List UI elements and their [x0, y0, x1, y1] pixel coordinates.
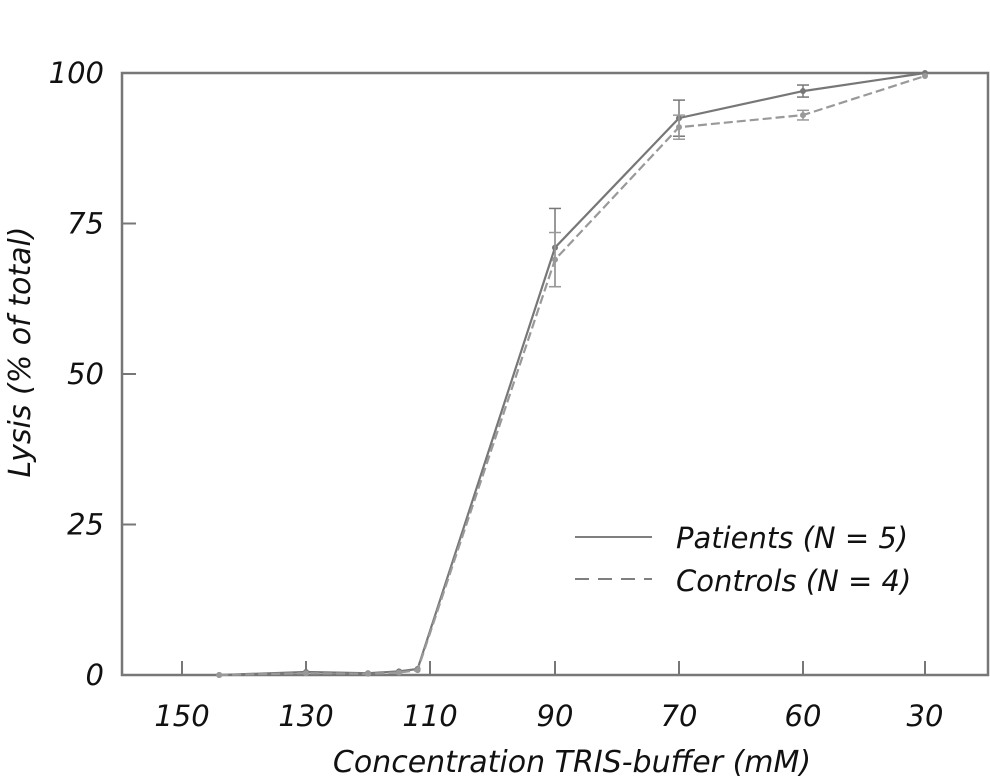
y-tick-label: 25 — [67, 508, 104, 542]
y-axis-ticks: 0 25 50 75 100 — [49, 56, 136, 692]
y-tick-label: 50 — [67, 357, 104, 391]
x-axis-ticks: 150 130 110 90 70 60 30 — [154, 661, 943, 733]
x-tick-label: 30 — [907, 699, 944, 733]
series-1 — [216, 73, 928, 678]
data-point — [922, 73, 928, 80]
data-point — [216, 672, 223, 678]
data-point — [365, 670, 371, 677]
x-tick-label: 70 — [661, 699, 698, 733]
x-tick-label: 90 — [537, 699, 574, 733]
data-point — [414, 667, 421, 674]
x-tick-label: 110 — [402, 699, 457, 733]
y-tick-label: 75 — [67, 207, 104, 241]
y-axis-title: Lysis (% of total) — [3, 226, 38, 477]
x-tick-label: 150 — [154, 699, 209, 733]
legend-label-controls: Controls (N = 4) — [676, 564, 911, 598]
y-tick-label: 0 — [86, 658, 104, 692]
data-point — [396, 669, 402, 676]
legend-label-patients: Patients (N = 5) — [676, 521, 908, 555]
x-axis-title: Concentration TRIS-buffer (mM) — [333, 745, 811, 780]
data-point — [303, 670, 309, 677]
y-tick-label: 100 — [49, 56, 104, 90]
legend: Patients (N = 5) Controls (N = 4) — [575, 521, 911, 598]
x-tick-label: 130 — [278, 699, 333, 733]
x-tick-label: 60 — [785, 699, 822, 733]
series-layer — [216, 70, 928, 678]
